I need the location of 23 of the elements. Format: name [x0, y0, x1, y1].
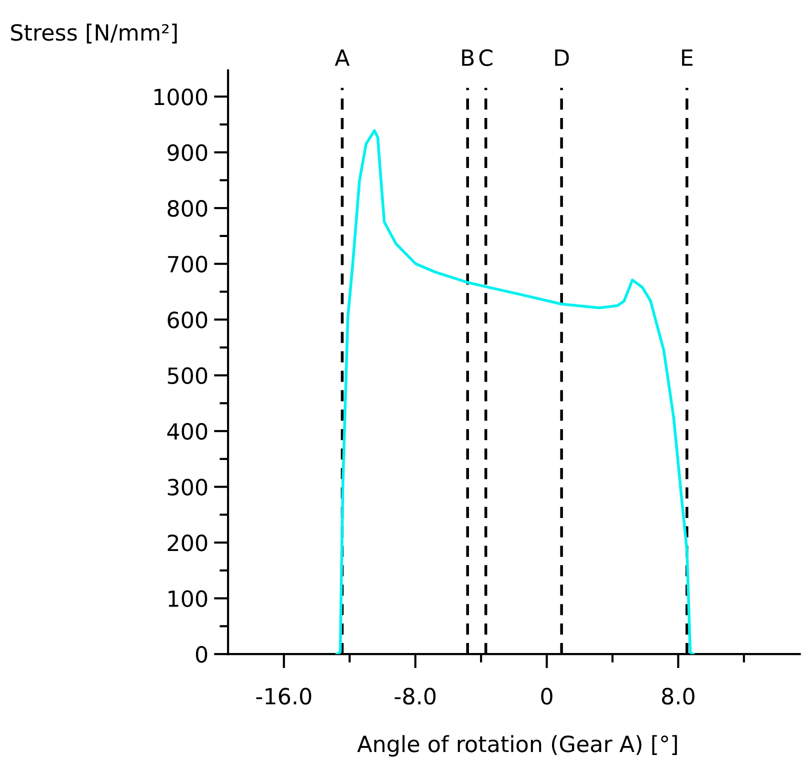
x-tick-label: -16.0	[256, 688, 312, 705]
y-tick-label: 300	[168, 478, 208, 496]
line-series	[335, 129, 695, 654]
ref-line-label: C	[479, 49, 492, 66]
ref-line-label: E	[682, 50, 693, 66]
x-axis-title: Angle of rotation (Gear A) [°]	[357, 735, 677, 757]
y-tick-label: 0	[196, 646, 208, 663]
x-tick-label: 8.0	[662, 688, 694, 705]
ref-line-label: D	[555, 50, 569, 66]
y-tick-label: 1000	[154, 88, 208, 106]
y-tick-label: 700	[168, 256, 208, 273]
y-tick-label: 200	[168, 534, 208, 552]
y-tick-label: 100	[168, 590, 208, 608]
x-tick-label: -8.0	[394, 688, 436, 705]
y-tick-label: 600	[168, 312, 208, 328]
y-tick-label: 800	[168, 200, 208, 217]
y-tick-label: 400	[167, 423, 208, 440]
y-tick-label: 500	[168, 367, 208, 384]
x-tick-label: 0	[541, 688, 552, 705]
y-axis-title: Stress [N/mm²]	[11, 24, 177, 44]
ref-line-label: B	[462, 50, 474, 66]
y-tick-label: 900	[168, 144, 208, 162]
ref-line-label: A	[334, 50, 350, 66]
